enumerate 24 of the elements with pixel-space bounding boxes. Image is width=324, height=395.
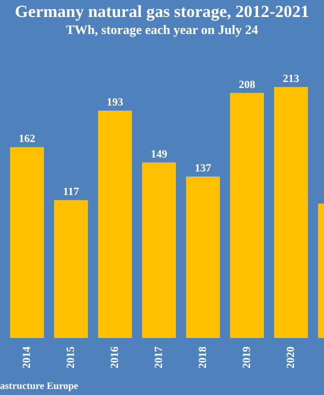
data-label: 213 [282, 73, 300, 85]
chart-title: Germany natural gas storage, 2012-2021 [14, 2, 310, 21]
x-tick-label: 2016 [109, 346, 121, 368]
data-label: 193 [106, 96, 124, 109]
chart-subtitle: TWh, storage each year on July 24 [66, 22, 259, 37]
bar [274, 87, 308, 338]
x-tick-label: 2020 [285, 346, 297, 368]
bar [54, 200, 88, 338]
bar [98, 110, 132, 338]
bar [10, 147, 44, 338]
x-tick-label: 2019 [241, 346, 253, 368]
data-label: 117 [63, 186, 80, 198]
x-tick-label: 2018 [197, 346, 209, 368]
x-tick-label: 2014 [21, 346, 33, 368]
data-label: 162 [18, 133, 36, 146]
bar [186, 176, 220, 338]
x-tick-label: 2017 [153, 346, 165, 368]
bar [142, 162, 176, 338]
data-label: 137 [194, 162, 212, 175]
data-label: 149 [150, 148, 168, 160]
text: astructure Europe [0, 381, 79, 392]
x-tick-label: 2015 [65, 346, 77, 368]
data-label: 208 [238, 78, 256, 91]
bar [230, 92, 264, 338]
